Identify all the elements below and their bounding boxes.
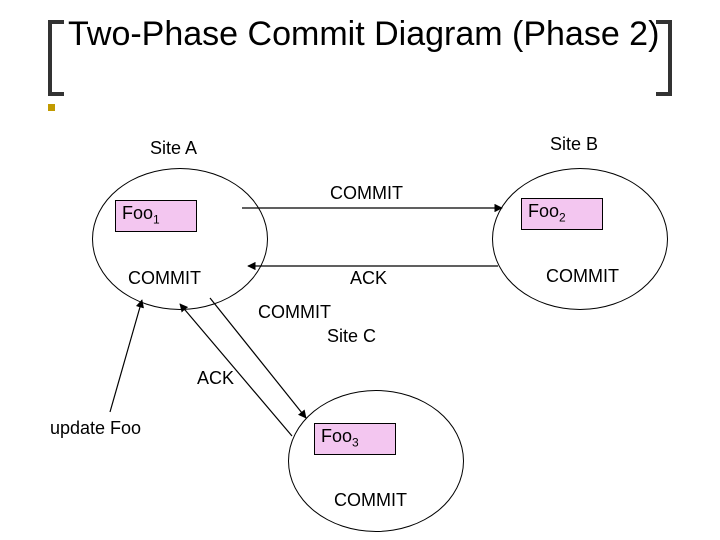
title-area: Two-Phase Commit Diagram (Phase 2) <box>40 10 680 110</box>
arrow-update-foo <box>110 300 142 412</box>
node-foo2: Foo2 <box>521 198 603 230</box>
action-update-foo: update Foo <box>50 418 141 439</box>
node-foo3-sub: 3 <box>352 436 359 450</box>
site-b-label: Site B <box>550 134 598 155</box>
node-foo3-label: Foo <box>321 426 352 446</box>
node-foo2-sub: 2 <box>559 211 566 225</box>
site-b-ellipse <box>492 168 668 310</box>
bracket-left-icon <box>40 10 60 106</box>
msg-ack-ca: ACK <box>197 368 234 389</box>
site-c-label: Site C <box>327 326 376 347</box>
msg-ack-ba: ACK <box>350 268 387 289</box>
msg-commit-ac: COMMIT <box>258 302 331 323</box>
site-a-label: Site A <box>150 138 197 159</box>
msg-commit-ab: COMMIT <box>330 183 403 204</box>
node-foo1: Foo1 <box>115 200 197 232</box>
slide: Two-Phase Commit Diagram (Phase 2) Site … <box>0 0 720 540</box>
status-commit-b: COMMIT <box>546 266 619 287</box>
node-foo3: Foo3 <box>314 423 396 455</box>
status-commit-a: COMMIT <box>128 268 201 289</box>
node-foo2-label: Foo <box>528 201 559 221</box>
accent-dot-icon <box>48 104 55 111</box>
status-commit-c: COMMIT <box>334 490 407 511</box>
node-foo1-label: Foo <box>122 203 153 223</box>
bracket-right-icon <box>660 10 680 106</box>
page-title: Two-Phase Commit Diagram (Phase 2) <box>40 10 680 55</box>
node-foo1-sub: 1 <box>153 213 160 227</box>
